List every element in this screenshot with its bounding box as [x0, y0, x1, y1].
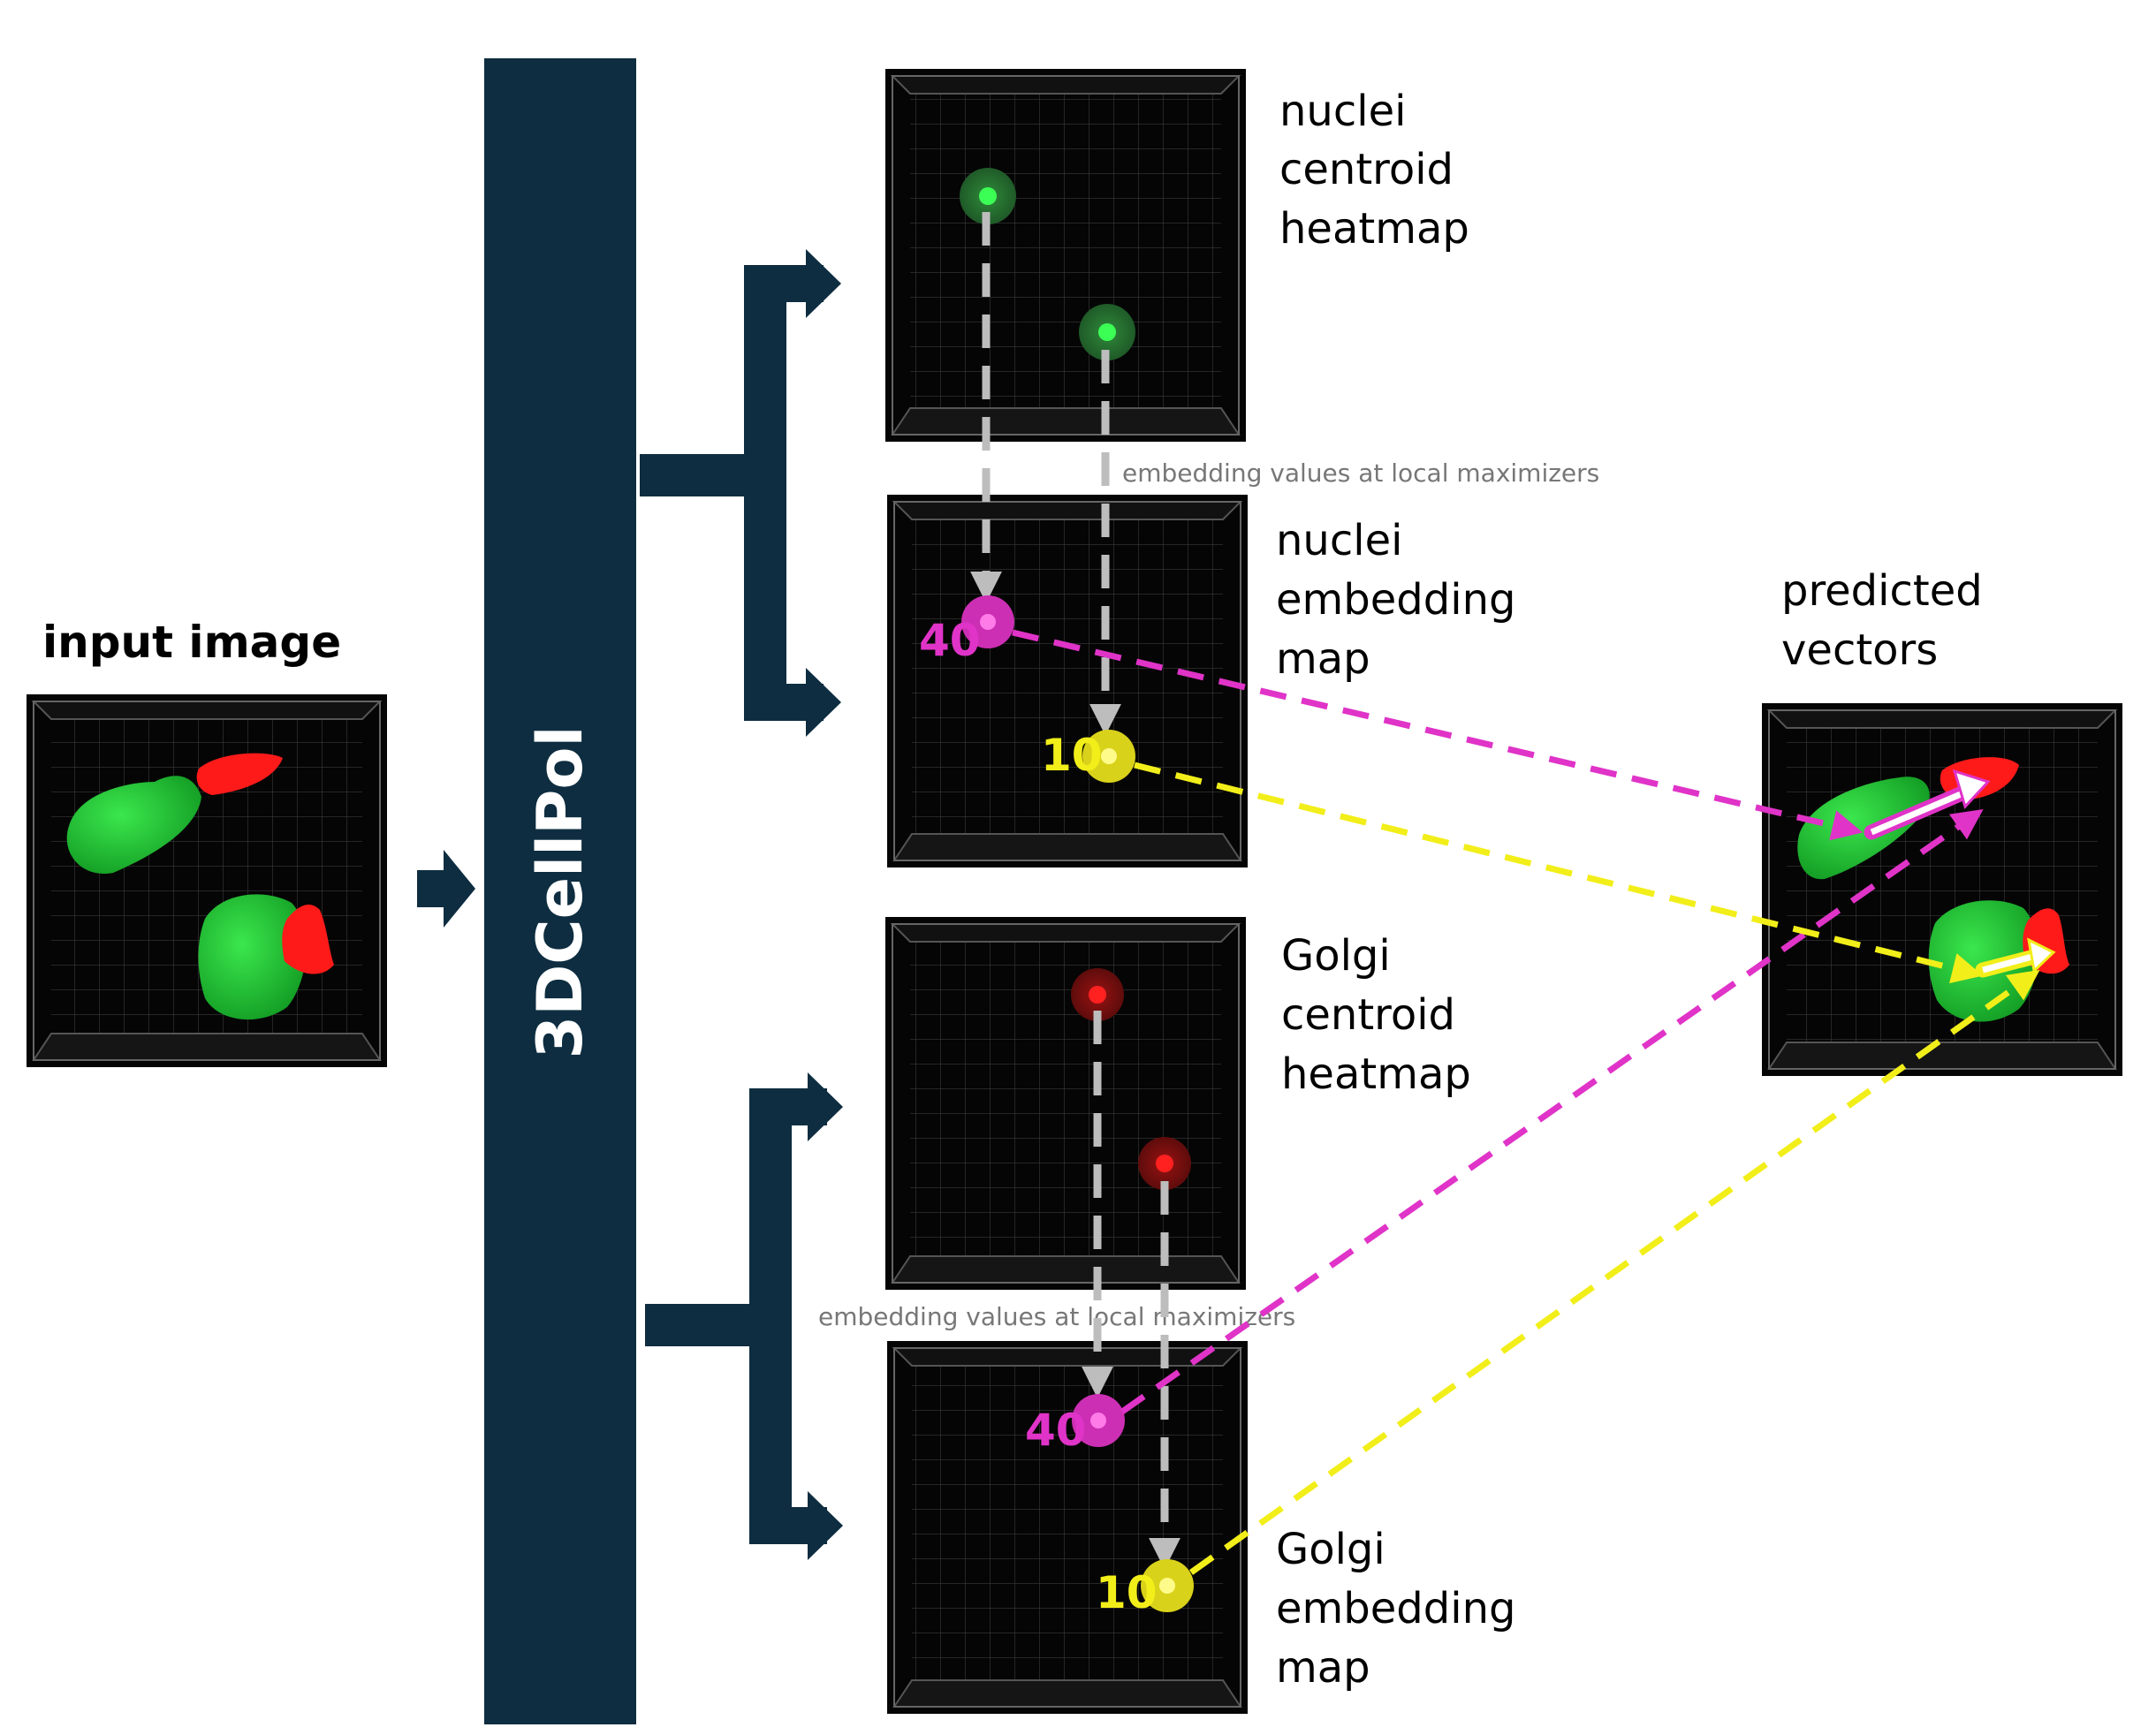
embedding-note-top: embedding values at local maximizers — [1122, 458, 1599, 488]
golgi-embedding-point-a — [1072, 1394, 1125, 1447]
input-image-label: input image — [42, 617, 341, 668]
predicted-vectors-label: predicted vectors — [1781, 566, 1983, 675]
predicted-vector-1-head — [1952, 769, 1991, 809]
svg-text:map: map — [1276, 1643, 1370, 1693]
input-to-model-arrow — [417, 850, 475, 928]
golgi-yellow-link — [1188, 969, 2040, 1575]
predicted-nucleus-1 — [1797, 777, 1930, 880]
svg-text:Golgi: Golgi — [1281, 931, 1391, 981]
golgi-embedding-map-panel — [887, 1341, 1248, 1714]
svg-text:nuclei: nuclei — [1276, 516, 1402, 565]
svg-text:vectors: vectors — [1781, 625, 1938, 675]
golgi-heat-peak-2 — [1156, 1155, 1173, 1172]
golgi-centroid-heatmap-panel — [885, 917, 1246, 1290]
nuclei-heat-peak-1 — [979, 187, 997, 205]
golgi-heat-peak-1 — [1089, 986, 1106, 1004]
nuclei-embedding-map-panel — [887, 495, 1248, 868]
svg-text:centroid: centroid — [1281, 990, 1455, 1040]
model-name: 3DCellPol — [524, 725, 596, 1058]
golgi-embedding-value-a: 40 — [1025, 1405, 1087, 1456]
predicted-vector-1 — [1870, 788, 1969, 836]
golgi-embedding-map-label: Golgi embedding map — [1276, 1525, 1515, 1693]
nuclei-branch-arrows — [640, 249, 841, 737]
input-nucleus-1 — [66, 776, 201, 875]
nuclei-centroid-heatmap-label: nuclei centroid heatmap — [1279, 87, 1469, 254]
predicted-vector-2 — [1982, 953, 2033, 974]
nuclei-embedding-value-b: 10 — [1041, 730, 1103, 781]
nuclei-magenta-link — [1012, 629, 1864, 841]
nuclei-centroid-heatmap-panel — [885, 69, 1246, 442]
predicted-vectors-panel — [1762, 703, 2122, 1076]
golgi-embedding-value-b: 10 — [1096, 1567, 1158, 1618]
embedding-note-bottom: embedding values at local maximizers — [818, 1302, 1295, 1331]
centroid-drop-arrows — [970, 212, 1180, 1570]
predicted-vector-2-head — [2027, 937, 2056, 974]
svg-text:embedding: embedding — [1276, 575, 1515, 625]
input-golgi-1 — [196, 753, 283, 795]
svg-text:heatmap: heatmap — [1281, 1049, 1471, 1099]
nuclei-yellow-link — [1134, 761, 1984, 984]
svg-text:embedding: embedding — [1276, 1584, 1515, 1633]
nuclei-embedding-point-b — [1082, 730, 1135, 783]
nuclei-heat-peak-2 — [1098, 323, 1116, 341]
nuclei-embedding-point-a — [961, 595, 1014, 648]
svg-text:centroid: centroid — [1279, 145, 1454, 194]
golgi-embedding-point-b — [1141, 1559, 1194, 1612]
input-image-panel — [27, 694, 387, 1067]
embedding-links — [1012, 629, 2040, 1575]
model-block — [484, 58, 636, 1724]
svg-text:nuclei: nuclei — [1279, 87, 1406, 136]
svg-text:Golgi: Golgi — [1276, 1525, 1385, 1574]
svg-text:predicted: predicted — [1781, 566, 1983, 616]
golgi-branch-arrows — [645, 1072, 843, 1560]
svg-text:map: map — [1276, 634, 1370, 684]
svg-text:heatmap: heatmap — [1279, 204, 1469, 254]
input-golgi-2 — [282, 905, 334, 974]
input-nucleus-2 — [198, 894, 307, 1020]
golgi-magenta-link — [1120, 808, 1984, 1414]
nuclei-embedding-value-a: 40 — [919, 615, 981, 666]
golgi-centroid-heatmap-label: Golgi centroid heatmap — [1281, 931, 1471, 1099]
nuclei-embedding-map-label: nuclei embedding map — [1276, 516, 1515, 684]
